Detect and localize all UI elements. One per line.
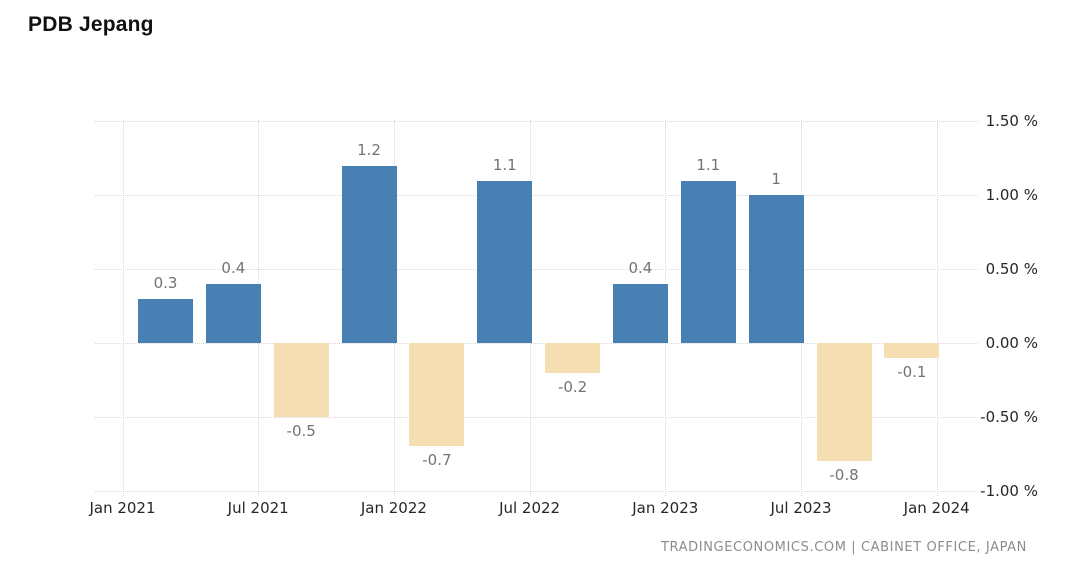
bar-value-label: -0.2 <box>557 377 588 396</box>
x-axis-label: Jul 2023 <box>770 499 832 517</box>
bar-value-label: -0.8 <box>829 466 859 485</box>
y-axis-label: -0.50 % <box>980 407 1038 426</box>
bar <box>816 343 872 462</box>
bar-value-label: -0.7 <box>422 451 452 470</box>
x-axis-label: Jul 2021 <box>227 499 289 517</box>
bar <box>748 195 804 343</box>
gridline-horizontal <box>95 416 978 418</box>
bar <box>477 180 533 343</box>
y-axis-label: 1.00 % <box>985 186 1038 205</box>
bar-value-label: 1.1 <box>492 155 517 174</box>
bar <box>409 343 465 447</box>
x-axis-label: Jan 2023 <box>632 499 699 517</box>
bar <box>273 343 329 417</box>
bar <box>545 343 601 373</box>
chart-title: PDB Jepang <box>28 13 154 36</box>
bar <box>205 283 261 343</box>
x-axis-label: Jan 2021 <box>89 499 156 517</box>
gridline-vertical <box>122 120 124 496</box>
bar <box>884 343 940 358</box>
gridline-horizontal <box>95 121 978 123</box>
bar <box>612 283 668 343</box>
y-axis-label: 1.50 % <box>985 112 1038 131</box>
bar-value-label: 1.2 <box>357 140 381 159</box>
y-axis-label: -1.00 % <box>980 481 1038 500</box>
x-axis-label: Jul 2022 <box>499 499 561 517</box>
bar-value-label: 1.1 <box>696 155 721 174</box>
y-axis-label: 0.00 % <box>985 334 1038 352</box>
bar <box>680 180 736 343</box>
y-axis-label: 0.50 % <box>985 260 1038 279</box>
bar <box>138 298 193 343</box>
gridline-horizontal <box>95 195 978 197</box>
attribution-text: TRADINGECONOMICS.COM | CABINET OFFICE, J… <box>661 540 1027 555</box>
x-axis-label: Jan 2024 <box>903 499 970 517</box>
gridline-horizontal <box>95 343 978 344</box>
bar-value-label: -0.1 <box>897 362 927 381</box>
bar-value-label: 0.3 <box>153 273 178 292</box>
x-axis-label: Jan 2022 <box>360 499 427 517</box>
bar-value-label: 0.4 <box>628 258 653 277</box>
bar-value-label: 1 <box>771 170 781 189</box>
gridline-horizontal <box>95 269 978 271</box>
bar <box>341 165 397 343</box>
gridline-horizontal <box>95 490 978 492</box>
bar-value-label: 0.4 <box>221 258 246 277</box>
gridline-vertical <box>936 120 938 496</box>
bar-value-label: -0.5 <box>286 421 316 440</box>
